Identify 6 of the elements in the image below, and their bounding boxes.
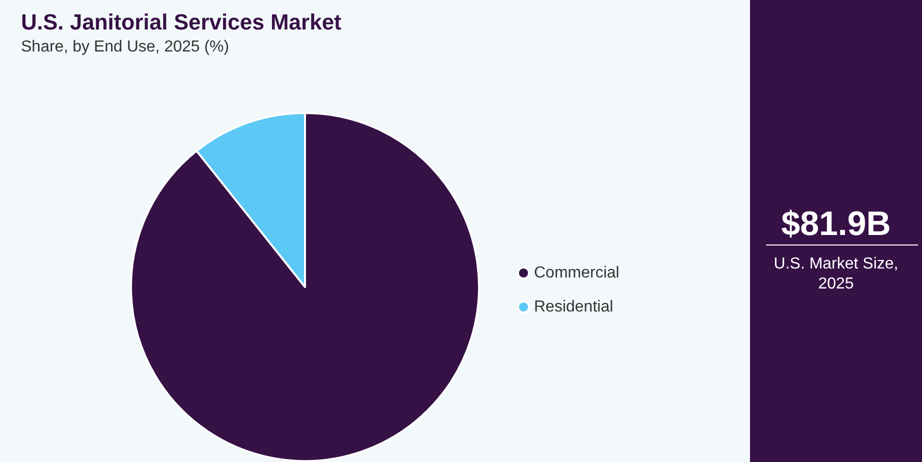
- text: U.S. Market Size, 2025: [774, 256, 898, 292]
- text: $81.9B: [781, 205, 891, 243]
- legend-label: Residential: [534, 298, 614, 316]
- legend-label: Commercial: [534, 264, 620, 282]
- chart-subtitle: Share, by End Use, 2025 (%): [21, 38, 230, 56]
- chart-title: U.S. Janitorial Services Market: [21, 10, 342, 34]
